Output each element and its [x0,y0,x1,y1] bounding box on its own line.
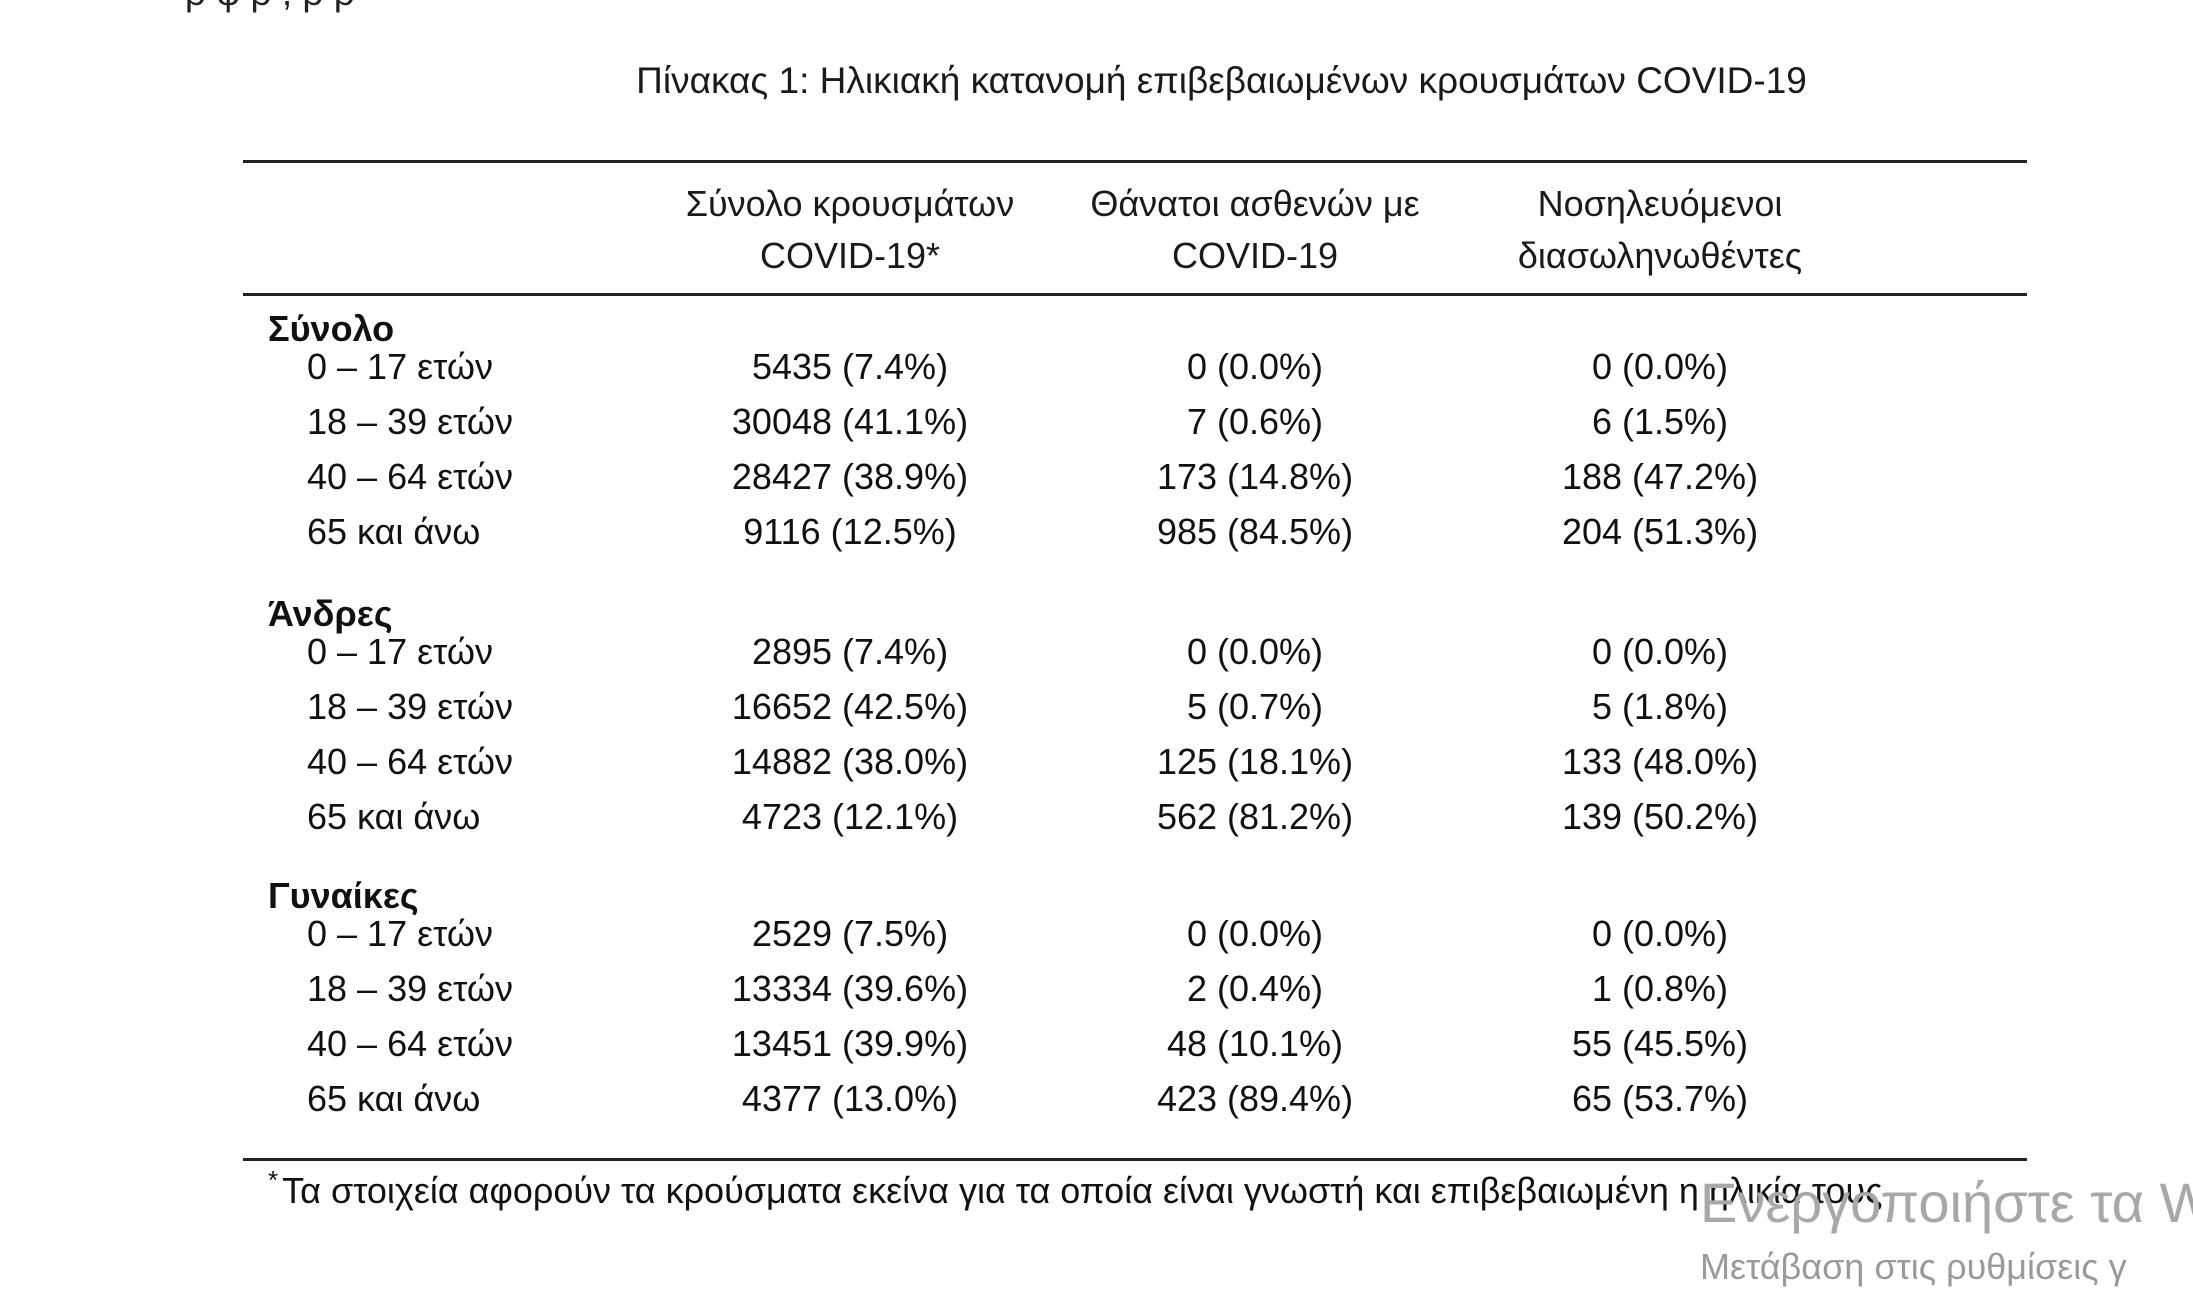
group-label-women: Γυναίκες [268,875,419,916]
deaths-cell: 0 (0.0%) [1186,346,1324,387]
column-header-line: Θάνατοι ασθενών με [1090,183,1420,224]
column-header-line: Σύνολο κρουσμάτων [685,183,1015,224]
group-label-men: Άνδρες [268,593,393,634]
column-header-line: Νοσηλευόμενοι [1537,183,1783,224]
table-footnote: * Τα στοιχεία αφορούν τα κρούσματα εκείνα… [268,1165,1883,1212]
deaths-cell: 0 (0.0%) [1186,631,1324,672]
cropped-text-fragment: ρ φ ρ , ρ ρ [185,0,355,14]
table-row: 18 – 39 ετών 13334 (39.6%) 2 (0.4%) 1 (0.8%… [0,968,2193,1023]
deaths-cell: 5 (0.7%) [1186,686,1324,727]
intubated-cell: 133 (48.0%) [1561,741,1759,782]
age-cell: 65 και άνω [307,511,481,552]
deaths-cell: 0 (0.0%) [1186,913,1324,954]
table-title: Πίνακας 1: Ηλικιακή κατανομή επιβεβαιωμέ… [636,60,1807,101]
intubated-cell: 5 (1.8%) [1591,686,1729,727]
deaths-cell: 7 (0.6%) [1186,401,1324,442]
table-row: 65 και άνω 9116 (12.5%) 985 (84.5%) 204 (51… [0,511,2193,566]
deaths-cell: 423 (89.4%) [1156,1078,1354,1119]
cases-cell: 2895 (7.4%) [751,631,949,672]
intubated-cell: 0 (0.0%) [1591,631,1729,672]
cases-cell: 30048 (41.1%) [731,401,969,442]
deaths-cell: 985 (84.5%) [1156,511,1354,552]
cases-cell: 5435 (7.4%) [751,346,949,387]
column-header-line: COVID-19 [1171,235,1339,276]
cases-cell: 14882 (38.0%) [731,741,969,782]
intubated-cell: 55 (45.5%) [1571,1023,1749,1064]
table-row: 65 και άνω 4377 (13.0%) 423 (89.4%) 65 (53.… [0,1078,2193,1133]
cases-cell: 16652 (42.5%) [731,686,969,727]
table-row: 65 και άνω 4723 (12.1%) 562 (81.2%) 139 (50… [0,796,2193,851]
age-cell: 65 και άνω [307,796,481,837]
age-cell: 18 – 39 ετών [307,686,513,727]
cases-cell: 4723 (12.1%) [741,796,959,837]
intubated-cell: 6 (1.5%) [1591,401,1729,442]
column-header-line: COVID-19* [759,235,941,276]
table-row: 0 – 17 ετών 5435 (7.4%) 0 (0.0%) 0 (0.0%) [0,346,2193,401]
table-header-rule [243,293,2027,296]
deaths-cell: 48 (10.1%) [1166,1023,1344,1064]
group-label-total: Σύνολο [268,308,395,349]
table-row: 0 – 17 ετών 2529 (7.5%) 0 (0.0%) 0 (0.0%) [0,913,2193,968]
cases-cell: 28427 (38.9%) [731,456,969,497]
cases-cell: 9116 (12.5%) [743,511,957,552]
column-header-deaths: Θάνατοι ασθενών με COVID-19 [1055,178,1455,282]
cases-cell: 4377 (13.0%) [741,1078,959,1119]
intubated-cell: 0 (0.0%) [1591,913,1729,954]
age-cell: 40 – 64 ετών [307,1023,513,1064]
table-row: 40 – 64 ετών 28427 (38.9%) 173 (14.8%) 188 … [0,456,2193,511]
age-cell: 40 – 64 ετών [307,741,513,782]
intubated-cell: 204 (51.3%) [1561,511,1759,552]
column-header-intubated: Νοσηλευόμενοι διασωληνωθέντες [1460,178,1860,282]
deaths-cell: 562 (81.2%) [1156,796,1354,837]
table-row: 18 – 39 ετών 16652 (42.5%) 5 (0.7%) 5 (1.8%… [0,686,2193,741]
cases-cell: 13451 (39.9%) [731,1023,969,1064]
table-row: 0 – 17 ετών 2895 (7.4%) 0 (0.0%) 0 (0.0%) [0,631,2193,686]
intubated-cell: 139 (50.2%) [1561,796,1759,837]
column-header-line: διασωληνωθέντες [1517,235,1803,276]
table-bottom-rule [243,1158,2027,1161]
age-cell: 40 – 64 ετών [307,456,513,497]
table-row: 40 – 64 ετών 13451 (39.9%) 48 (10.1%) 55 (4… [0,1023,2193,1078]
intubated-cell: 188 (47.2%) [1561,456,1759,497]
cases-cell: 2529 (7.5%) [751,913,949,954]
column-header-cases: Σύνολο κρουσμάτων COVID-19* [650,178,1050,282]
intubated-cell: 1 (0.8%) [1591,968,1729,1009]
windows-activation-watermark-title: Ενεργοποιήστε τα W [1700,1171,2193,1234]
footnote-mark: * [268,1165,279,1195]
table-row: 18 – 39 ετών 30048 (41.1%) 7 (0.6%) 6 (1.5%… [0,401,2193,456]
cases-cell: 13334 (39.6%) [731,968,969,1009]
age-cell: 65 και άνω [307,1078,481,1119]
deaths-cell: 2 (0.4%) [1186,968,1324,1009]
table-top-rule [243,160,2027,163]
age-cell: 18 – 39 ετών [307,968,513,1009]
age-cell: 0 – 17 ετών [307,631,493,672]
intubated-cell: 0 (0.0%) [1591,346,1729,387]
age-cell: 0 – 17 ετών [307,346,493,387]
windows-activation-watermark-subtitle: Μετάβαση στις ρυθμίσεις γ [1700,1246,2127,1287]
intubated-cell: 65 (53.7%) [1571,1078,1749,1119]
age-cell: 0 – 17 ετών [307,913,493,954]
table-row: 40 – 64 ετών 14882 (38.0%) 125 (18.1%) 133 … [0,741,2193,796]
age-cell: 18 – 39 ετών [307,401,513,442]
deaths-cell: 125 (18.1%) [1156,741,1354,782]
deaths-cell: 173 (14.8%) [1156,456,1354,497]
footnote-text: Τα στοιχεία αφορούν τα κρούσματα εκείνα … [282,1170,1883,1211]
